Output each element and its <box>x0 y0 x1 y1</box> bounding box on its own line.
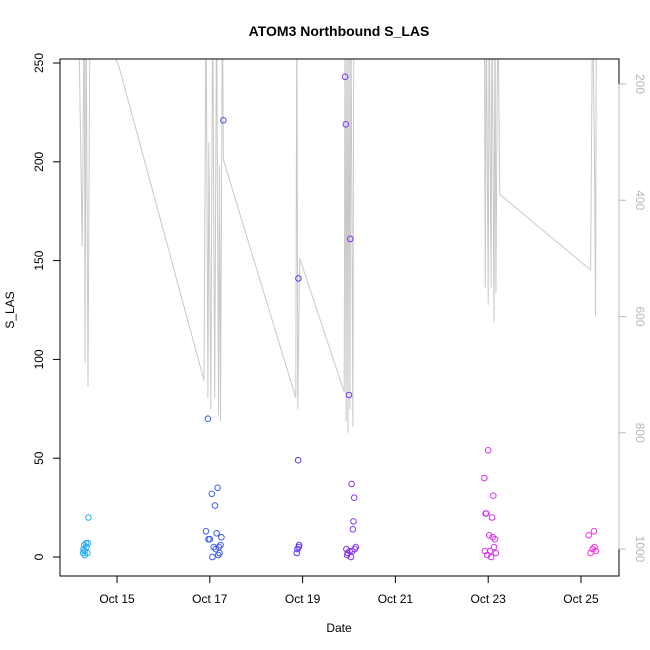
data-point <box>84 549 91 557</box>
data-point <box>218 533 225 541</box>
data-point <box>347 553 355 561</box>
y-tick-label: 150 <box>32 250 46 270</box>
data-point <box>342 121 350 128</box>
y-tick-label: 250 <box>32 53 46 73</box>
data-point <box>591 543 598 551</box>
data-point <box>585 532 593 539</box>
data-point <box>84 539 92 547</box>
points-layer <box>79 73 600 561</box>
data-point <box>490 543 498 551</box>
right-axis-line-series <box>78 59 597 433</box>
y2-tick-label: 200 <box>633 74 647 94</box>
data-point <box>295 541 303 549</box>
x-axis: Oct 15 Oct 17 Oct 19 Oct 21 Oct 23 Oct 25 <box>99 575 599 606</box>
x-tick-label: Oct 17 <box>192 592 228 606</box>
line-series-layer <box>78 59 597 433</box>
data-point <box>202 528 210 535</box>
y-tick-label: 0 <box>32 553 46 560</box>
x-tick-label: Oct 23 <box>471 592 507 606</box>
y-tick-label: 50 <box>32 451 46 465</box>
data-point <box>488 514 496 521</box>
data-point <box>206 535 214 543</box>
data-point <box>295 275 302 282</box>
data-point <box>350 518 357 525</box>
y2-tick-label: 400 <box>633 190 647 210</box>
data-point <box>345 391 353 399</box>
data-point <box>217 541 224 549</box>
data-point <box>350 494 358 502</box>
x-tick-label: Oct 25 <box>563 592 599 606</box>
data-point <box>85 514 92 521</box>
y-axis-title: S_LAS <box>3 291 17 328</box>
data-point <box>352 543 360 551</box>
data-point <box>492 549 500 557</box>
data-point <box>208 490 216 498</box>
data-point <box>220 117 227 124</box>
x-axis-title: Date <box>326 621 352 635</box>
plot-frame <box>59 58 620 577</box>
data-point <box>349 526 357 533</box>
data-point <box>592 547 600 555</box>
data-point <box>348 480 355 488</box>
data-point <box>341 73 349 81</box>
plot-area <box>78 59 600 561</box>
data-point <box>294 456 302 464</box>
data-point <box>211 502 219 509</box>
data-point <box>213 530 220 537</box>
data-point <box>293 549 301 557</box>
data-point <box>82 539 90 547</box>
chart-title: ATOM3 Northbound S_LAS <box>249 23 430 39</box>
y-tick-label: 200 <box>32 151 46 171</box>
x-tick-label: Oct 15 <box>99 592 135 606</box>
x-tick-label: Oct 21 <box>378 592 414 606</box>
data-point <box>209 553 216 561</box>
y2-tick-label: 800 <box>633 423 647 443</box>
y-tick-label: 100 <box>32 349 46 369</box>
y2-tick-label: 600 <box>633 306 647 326</box>
y-axis-right: 200 400 600 800 1000 <box>618 74 647 563</box>
data-point <box>204 415 212 423</box>
data-point <box>214 484 221 492</box>
data-point <box>490 492 497 500</box>
data-point <box>79 549 87 557</box>
data-point <box>347 235 354 243</box>
x-tick-label: Oct 19 <box>285 592 321 606</box>
data-point <box>483 510 490 517</box>
data-point <box>590 528 598 535</box>
data-point <box>487 553 495 561</box>
y2-tick-label: 1000 <box>633 536 647 563</box>
data-point <box>216 549 223 557</box>
data-point <box>481 474 488 482</box>
data-point <box>485 532 493 539</box>
y-axis-left: 0 50 100 150 200 250 <box>32 53 61 560</box>
data-point <box>491 535 499 543</box>
data-point <box>484 447 492 454</box>
